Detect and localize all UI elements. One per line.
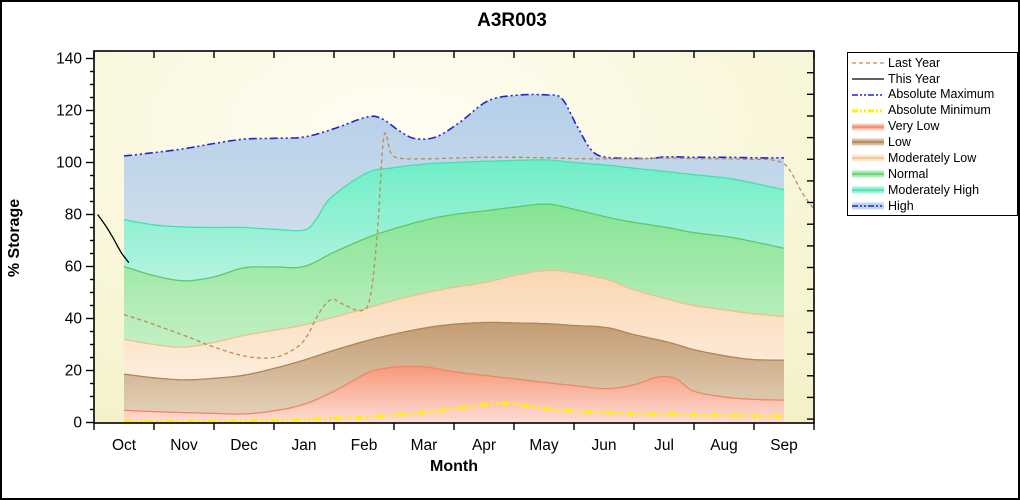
legend-sample xyxy=(848,105,888,117)
x-tick-label: Aug xyxy=(710,437,738,454)
legend-sample xyxy=(848,136,888,148)
x-tick-label: Mar xyxy=(411,437,438,454)
legend-sample xyxy=(848,184,888,196)
legend-line-sample-absolute-minimum xyxy=(852,109,884,113)
line-moderately-high-top xyxy=(123,159,785,232)
y-tick-label: 100 xyxy=(56,155,82,172)
line-normal-top xyxy=(123,203,785,282)
legend-item-absolute-maximum: Absolute Maximum xyxy=(848,87,1017,103)
legend-sample xyxy=(848,57,888,69)
y-tick-label: 140 xyxy=(56,51,82,68)
legend-band-sample-normal xyxy=(852,170,884,178)
legend-label: This Year xyxy=(888,71,941,86)
band-low xyxy=(124,322,784,415)
legend-line-sample-last-year xyxy=(852,62,884,64)
legend-band-sample-moderately-high xyxy=(852,186,884,194)
legend: Last Year This Year Absolute Maximum Abs… xyxy=(847,52,1018,216)
legend-sample xyxy=(848,200,888,212)
series-this-year xyxy=(97,214,130,263)
legend-item-this-year: This Year xyxy=(848,71,1017,87)
x-tick-label: Feb xyxy=(351,437,378,454)
legend-sample xyxy=(848,89,888,101)
band-moderately-low xyxy=(124,270,784,380)
y-axis-title: % Storage xyxy=(6,198,23,278)
legend-label: Normal xyxy=(888,166,929,181)
legend-label: Last Year xyxy=(888,55,941,70)
x-tick-label: Apr xyxy=(472,437,496,454)
legend-band-sample-moderately-low xyxy=(852,154,884,162)
legend-label: High xyxy=(888,198,914,213)
tick-labels: 0 20 40 60 80 100 120 140 Oct Nov Dec Jan Feb Mar Apr M… xyxy=(56,51,798,455)
series-absolute-maximum xyxy=(123,93,784,160)
legend-band-sample-high xyxy=(852,202,884,210)
x-tick-label: Jul xyxy=(654,437,674,454)
legend-sample xyxy=(848,168,888,180)
axis-ticks xyxy=(86,51,815,430)
y-tick-label: 20 xyxy=(65,363,83,380)
legend-item-low: Low xyxy=(848,134,1017,150)
y-tick-label: 120 xyxy=(56,103,82,120)
legend-line-sample-absolute-maximum xyxy=(852,93,884,96)
legend-item-high: High xyxy=(848,198,1017,214)
x-axis-title: Month xyxy=(430,458,478,475)
line-moderately-low-top xyxy=(123,269,785,348)
legend-item-moderately-low: Moderately Low xyxy=(848,150,1017,166)
series-absolute-minimum xyxy=(124,401,785,423)
legend-label: Low xyxy=(888,135,911,150)
x-tick-label: Oct xyxy=(112,437,137,454)
legend-band-sample-low xyxy=(852,138,884,146)
band-moderately-high xyxy=(124,159,784,281)
y-tick-label: 40 xyxy=(65,311,83,328)
chart-title: A3R003 xyxy=(477,10,547,31)
x-tick-label: Nov xyxy=(170,437,198,454)
y-tick-label: 60 xyxy=(65,259,83,276)
x-tick-label: Jan xyxy=(292,437,317,454)
band-normal xyxy=(124,204,784,348)
legend-item-moderately-high: Moderately High xyxy=(848,182,1017,198)
legend-item-very-low: Very Low xyxy=(848,119,1017,135)
legend-sample xyxy=(848,73,888,85)
legend-sample xyxy=(848,121,888,133)
legend-band-sample-very-low xyxy=(852,123,884,130)
legend-label: Very Low xyxy=(888,119,940,134)
legend-label: Absolute Minimum xyxy=(888,103,991,118)
line-low-top xyxy=(123,321,784,381)
x-tick-label: Sep xyxy=(770,437,798,454)
x-tick-label: Dec xyxy=(230,437,258,454)
series-last-year xyxy=(123,132,815,359)
x-tick-label: Jun xyxy=(592,437,617,454)
legend-label: Moderately Low xyxy=(888,151,977,166)
legend-item-normal: Normal xyxy=(848,166,1017,182)
x-tick-label: May xyxy=(529,437,559,454)
legend-line-sample-this-year xyxy=(852,78,884,80)
band-high xyxy=(124,94,784,231)
y-tick-label: 80 xyxy=(65,207,83,224)
legend-item-last-year: Last Year xyxy=(848,55,1017,71)
legend-label: Moderately High xyxy=(888,182,980,197)
line-very-low-top xyxy=(123,365,784,415)
legend-label: Absolute Maximum xyxy=(888,87,995,102)
y-tick-label: 0 xyxy=(73,415,82,432)
legend-item-absolute-minimum: Absolute Minimum xyxy=(848,103,1017,119)
legend-sample xyxy=(848,152,888,164)
